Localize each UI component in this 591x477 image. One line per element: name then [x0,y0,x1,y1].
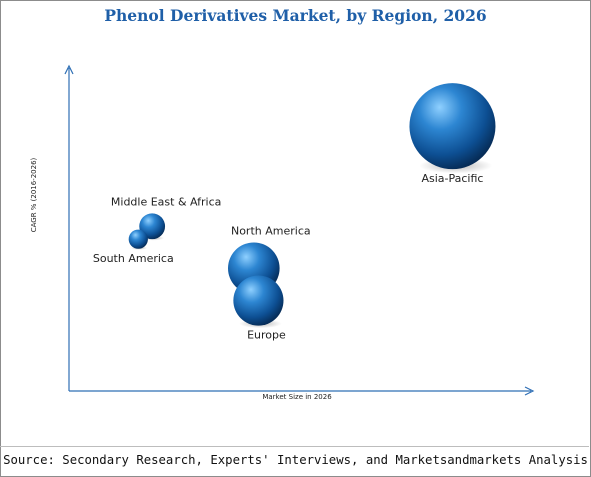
chart-title: Phenol Derivatives Market, by Region, 20… [104,6,487,25]
bubble-layer: Asia-Pacific North America Europe Middle Ea… [93,83,496,342]
bubble-middle-east-africa [139,213,166,240]
x-axis-arrow [524,386,535,396]
x-axis-label: Market Size in 2026 [262,393,332,401]
source-note: Source: Secondary Research, Experts' Int… [3,453,588,467]
bubble-label-middle-east-africa: Middle East & Africa [111,195,222,208]
y-axis-arrow [64,64,74,75]
bubble-label-europe: Europe [247,329,286,342]
y-axis-label: CAGR % (2016-2026) [30,157,38,232]
bubble-chart: Market Size in 2026 CAGR % (2016-2026) A… [30,64,535,401]
bubble-label-south-america: South America [93,252,174,265]
divider [0,446,589,447]
bubble-label-asia-pacific: Asia-Pacific [421,172,483,185]
bubble-asia-pacific [409,83,496,170]
bubble-europe [233,275,284,326]
bubble-label-north-america: North America [231,224,311,237]
bubble-south-america [128,229,148,249]
